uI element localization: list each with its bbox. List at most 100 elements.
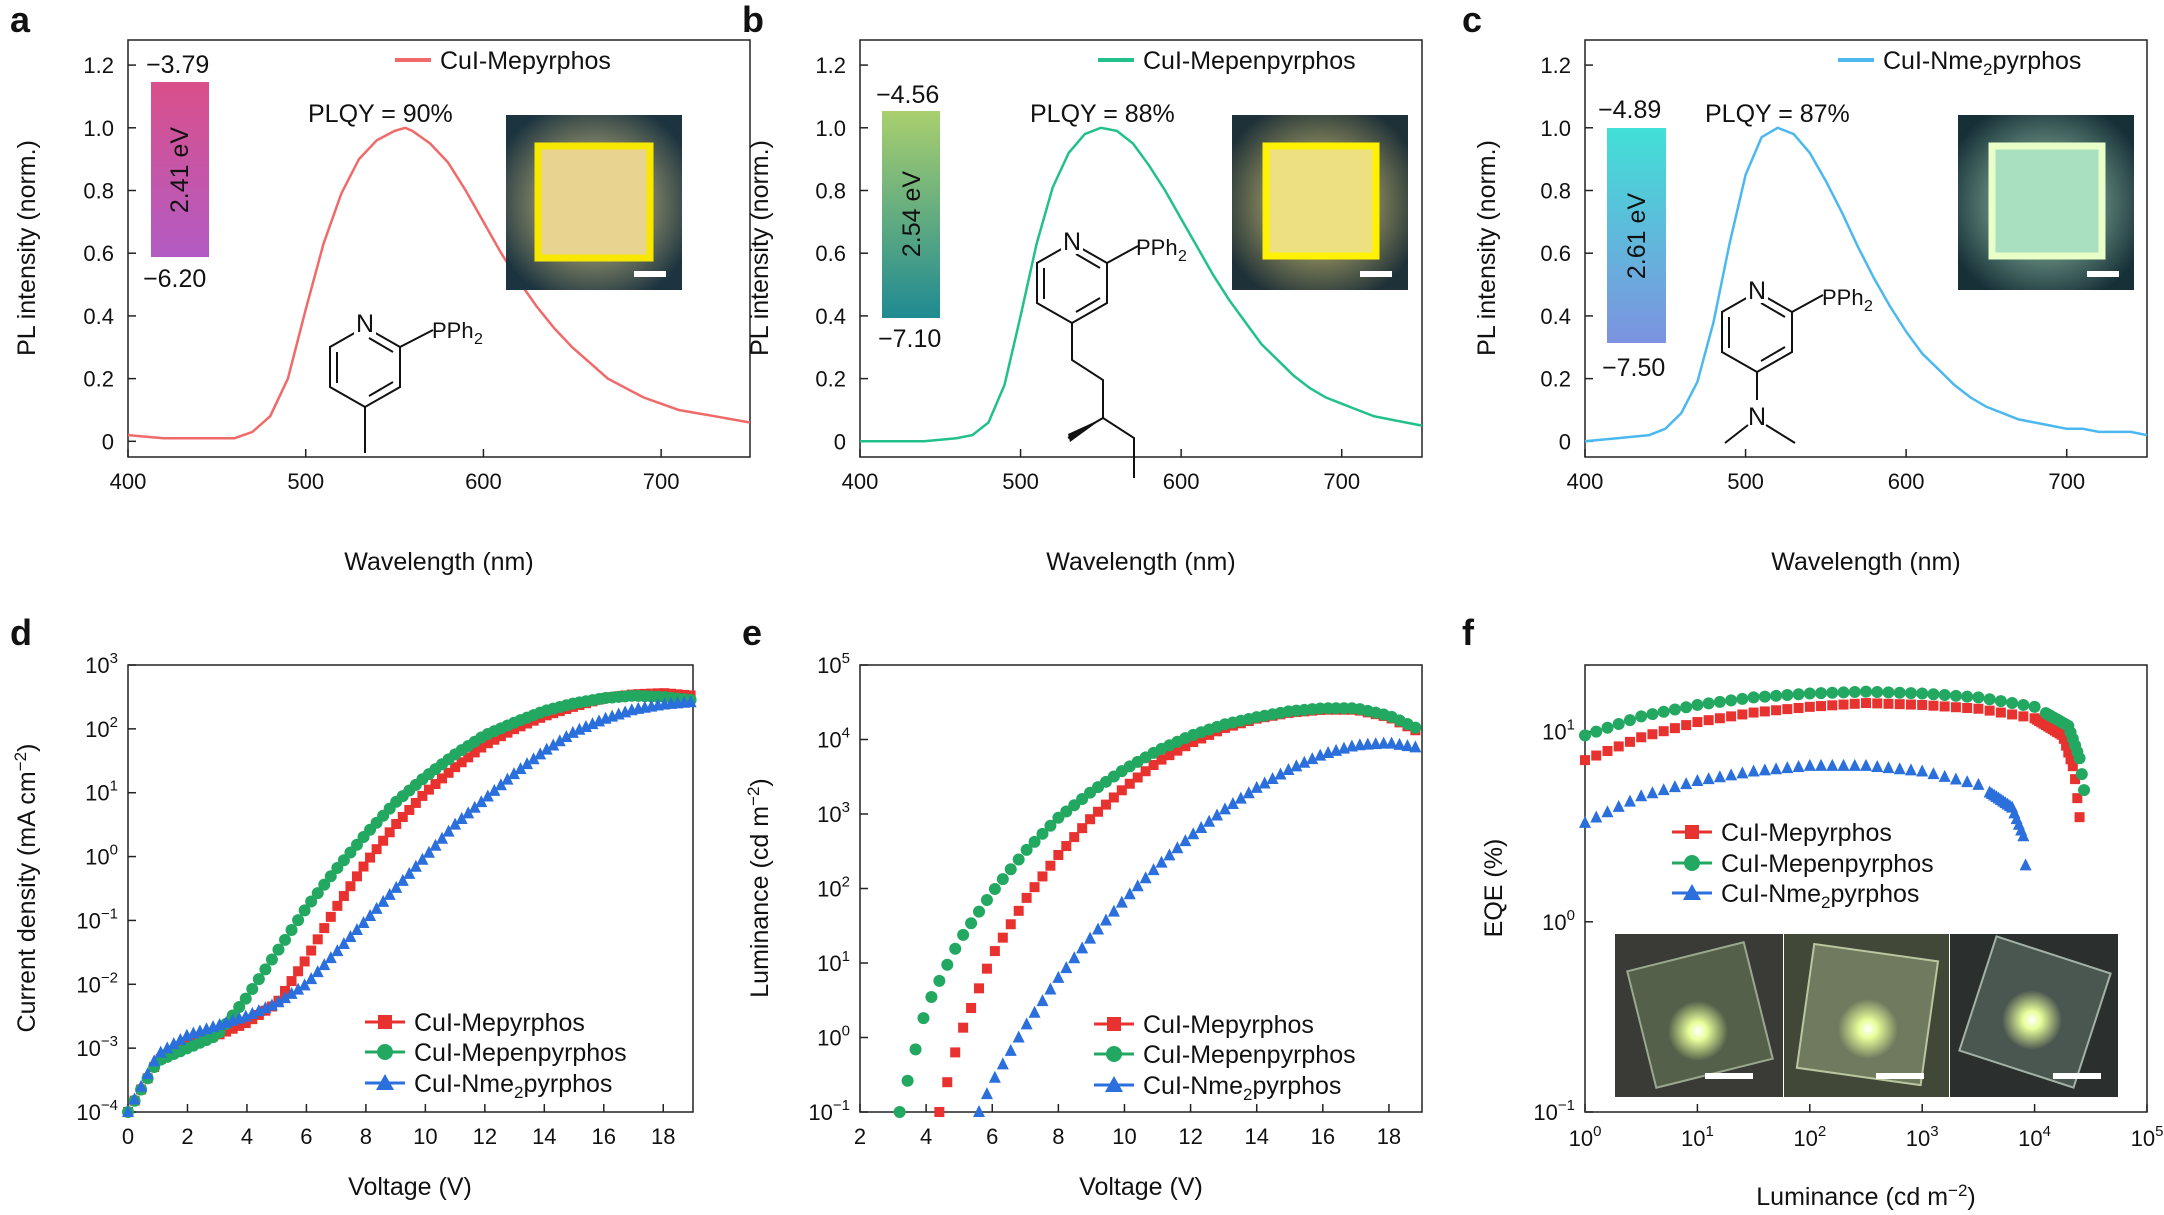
plot-frame-a [127, 39, 751, 458]
marker-triangle [1590, 810, 1603, 823]
marker-triangle [1837, 758, 1850, 771]
marker-square [227, 1023, 238, 1034]
marker-triangle [1036, 994, 1049, 1007]
marker-square [1013, 905, 1024, 916]
marker-triangle [403, 866, 416, 879]
marker-circle [1601, 721, 1614, 734]
marker-square [1939, 701, 1950, 712]
marker-square [319, 923, 330, 934]
marker-square [1116, 785, 1127, 796]
marker-square [1917, 699, 1928, 710]
gap-a: 2.41 eV [166, 127, 194, 214]
y-tick-label: 1.2 [815, 53, 846, 78]
marker-square [2018, 711, 2029, 722]
marker-circle [2017, 698, 2030, 711]
marker-square [1085, 814, 1096, 825]
marker-triangle [1601, 805, 1614, 818]
marker-circle [925, 990, 938, 1003]
x-tick-label: 16 [1311, 1124, 1335, 1149]
marker-triangle [122, 1105, 134, 1117]
panel-letter-f: f [1462, 612, 1475, 653]
ylabel-f: EQE (%) [1480, 839, 1508, 938]
marker-circle [2006, 697, 2019, 710]
marker-triangle [1266, 771, 1279, 784]
marker-circle [1702, 697, 1715, 710]
marker-triangle [337, 937, 350, 950]
marker-triangle [1916, 764, 1929, 777]
y-tick-label: 105 [817, 650, 850, 678]
marker-circle [917, 1012, 930, 1025]
marker-circle [1994, 695, 2007, 708]
svg-text:CuI-Mepyrphos: CuI-Mepyrphos [414, 1009, 585, 1037]
marker-square [1029, 882, 1040, 893]
y-tick-label: 0.8 [83, 178, 114, 203]
y-tick-label: 1.2 [83, 53, 114, 78]
markers-d [122, 688, 697, 1118]
panel-e: e 2 4 6 8 10 12 14 16 18 10−1 100 101 102 103 104 105 V… [742, 612, 1423, 1201]
marker-triangle [390, 880, 403, 893]
marker-triangle [1893, 762, 1906, 775]
marker-triangle [1171, 841, 1184, 854]
marker-square [1053, 849, 1064, 860]
marker-triangle [1028, 1005, 1041, 1018]
marker-triangle [1234, 791, 1247, 804]
marker-square [1658, 726, 1669, 737]
marker-triangle [1646, 786, 1659, 799]
axis-ticks-a: 400 500 600 700 0 0.2 0.4 0.6 0.8 1.0 1.2 [83, 53, 679, 494]
marker-square [1962, 702, 1973, 713]
marker-square [1061, 841, 1072, 852]
marker-triangle [422, 845, 435, 858]
marker-triangle [501, 772, 514, 785]
marker-square [332, 900, 343, 911]
marker-circle [1012, 853, 1025, 866]
marker-triangle [1298, 755, 1311, 768]
marker-square [1872, 698, 1883, 709]
marker-triangle [462, 806, 475, 819]
marker-triangle [1242, 786, 1255, 799]
n-amine-label-c: N [1748, 403, 1766, 431]
marker-triangle [1099, 913, 1112, 926]
marker-triangle [534, 747, 547, 760]
x-tick-label: 6 [300, 1124, 312, 1149]
marker-circle [1983, 693, 1996, 706]
marker-square [469, 747, 480, 758]
marker-square [508, 724, 519, 735]
x-tick-label: 400 [110, 469, 147, 494]
legend-text-b: CuI-Mepenpyrphos [1143, 47, 1356, 75]
marker-square [1849, 698, 1860, 709]
marker-triangle [1904, 763, 1917, 776]
y-tick-label: 101 [1542, 717, 1575, 745]
y-tick-label: 102 [85, 714, 118, 742]
x-tick-label: 500 [1002, 469, 1039, 494]
marker-triangle [1792, 759, 1805, 772]
marker-triangle [1871, 759, 1884, 772]
marker-square [950, 1047, 961, 1058]
pph2-label-c: PPh [1822, 285, 1864, 310]
marker-triangle [128, 1092, 141, 1105]
y-tick-label: 1.0 [1540, 116, 1571, 141]
marker-square [456, 757, 467, 768]
marker-triangle [1195, 821, 1208, 834]
molecule-b [1036, 241, 1139, 478]
marker-circle [1815, 687, 1828, 700]
y-tick-label: 0.4 [83, 304, 114, 329]
marker-circle [1770, 689, 1783, 702]
marker-square [1132, 772, 1143, 783]
marker-circle [279, 933, 292, 946]
marker-square [299, 956, 310, 967]
marker-triangle [1131, 879, 1144, 892]
marker-circle [246, 983, 259, 996]
x-tick-label: 2 [854, 1124, 866, 1149]
marker-square [450, 762, 461, 773]
x-tick-label: 2 [181, 1124, 193, 1149]
scale-bar-b [1360, 271, 1392, 277]
marker-square [2070, 774, 2081, 785]
marker-circle [1736, 692, 1749, 705]
marker-square [306, 945, 317, 956]
marker-triangle [318, 958, 331, 971]
marker-square [989, 946, 1000, 957]
y-tick-label: 0.8 [815, 178, 846, 203]
marker-triangle [1848, 758, 1861, 771]
svg-text:CuI-Mepenpyrphos: CuI-Mepenpyrphos [1143, 1041, 1356, 1069]
svg-text:CuI-Nme2pyrphos: CuI-Nme2pyrphos [1721, 880, 1919, 912]
